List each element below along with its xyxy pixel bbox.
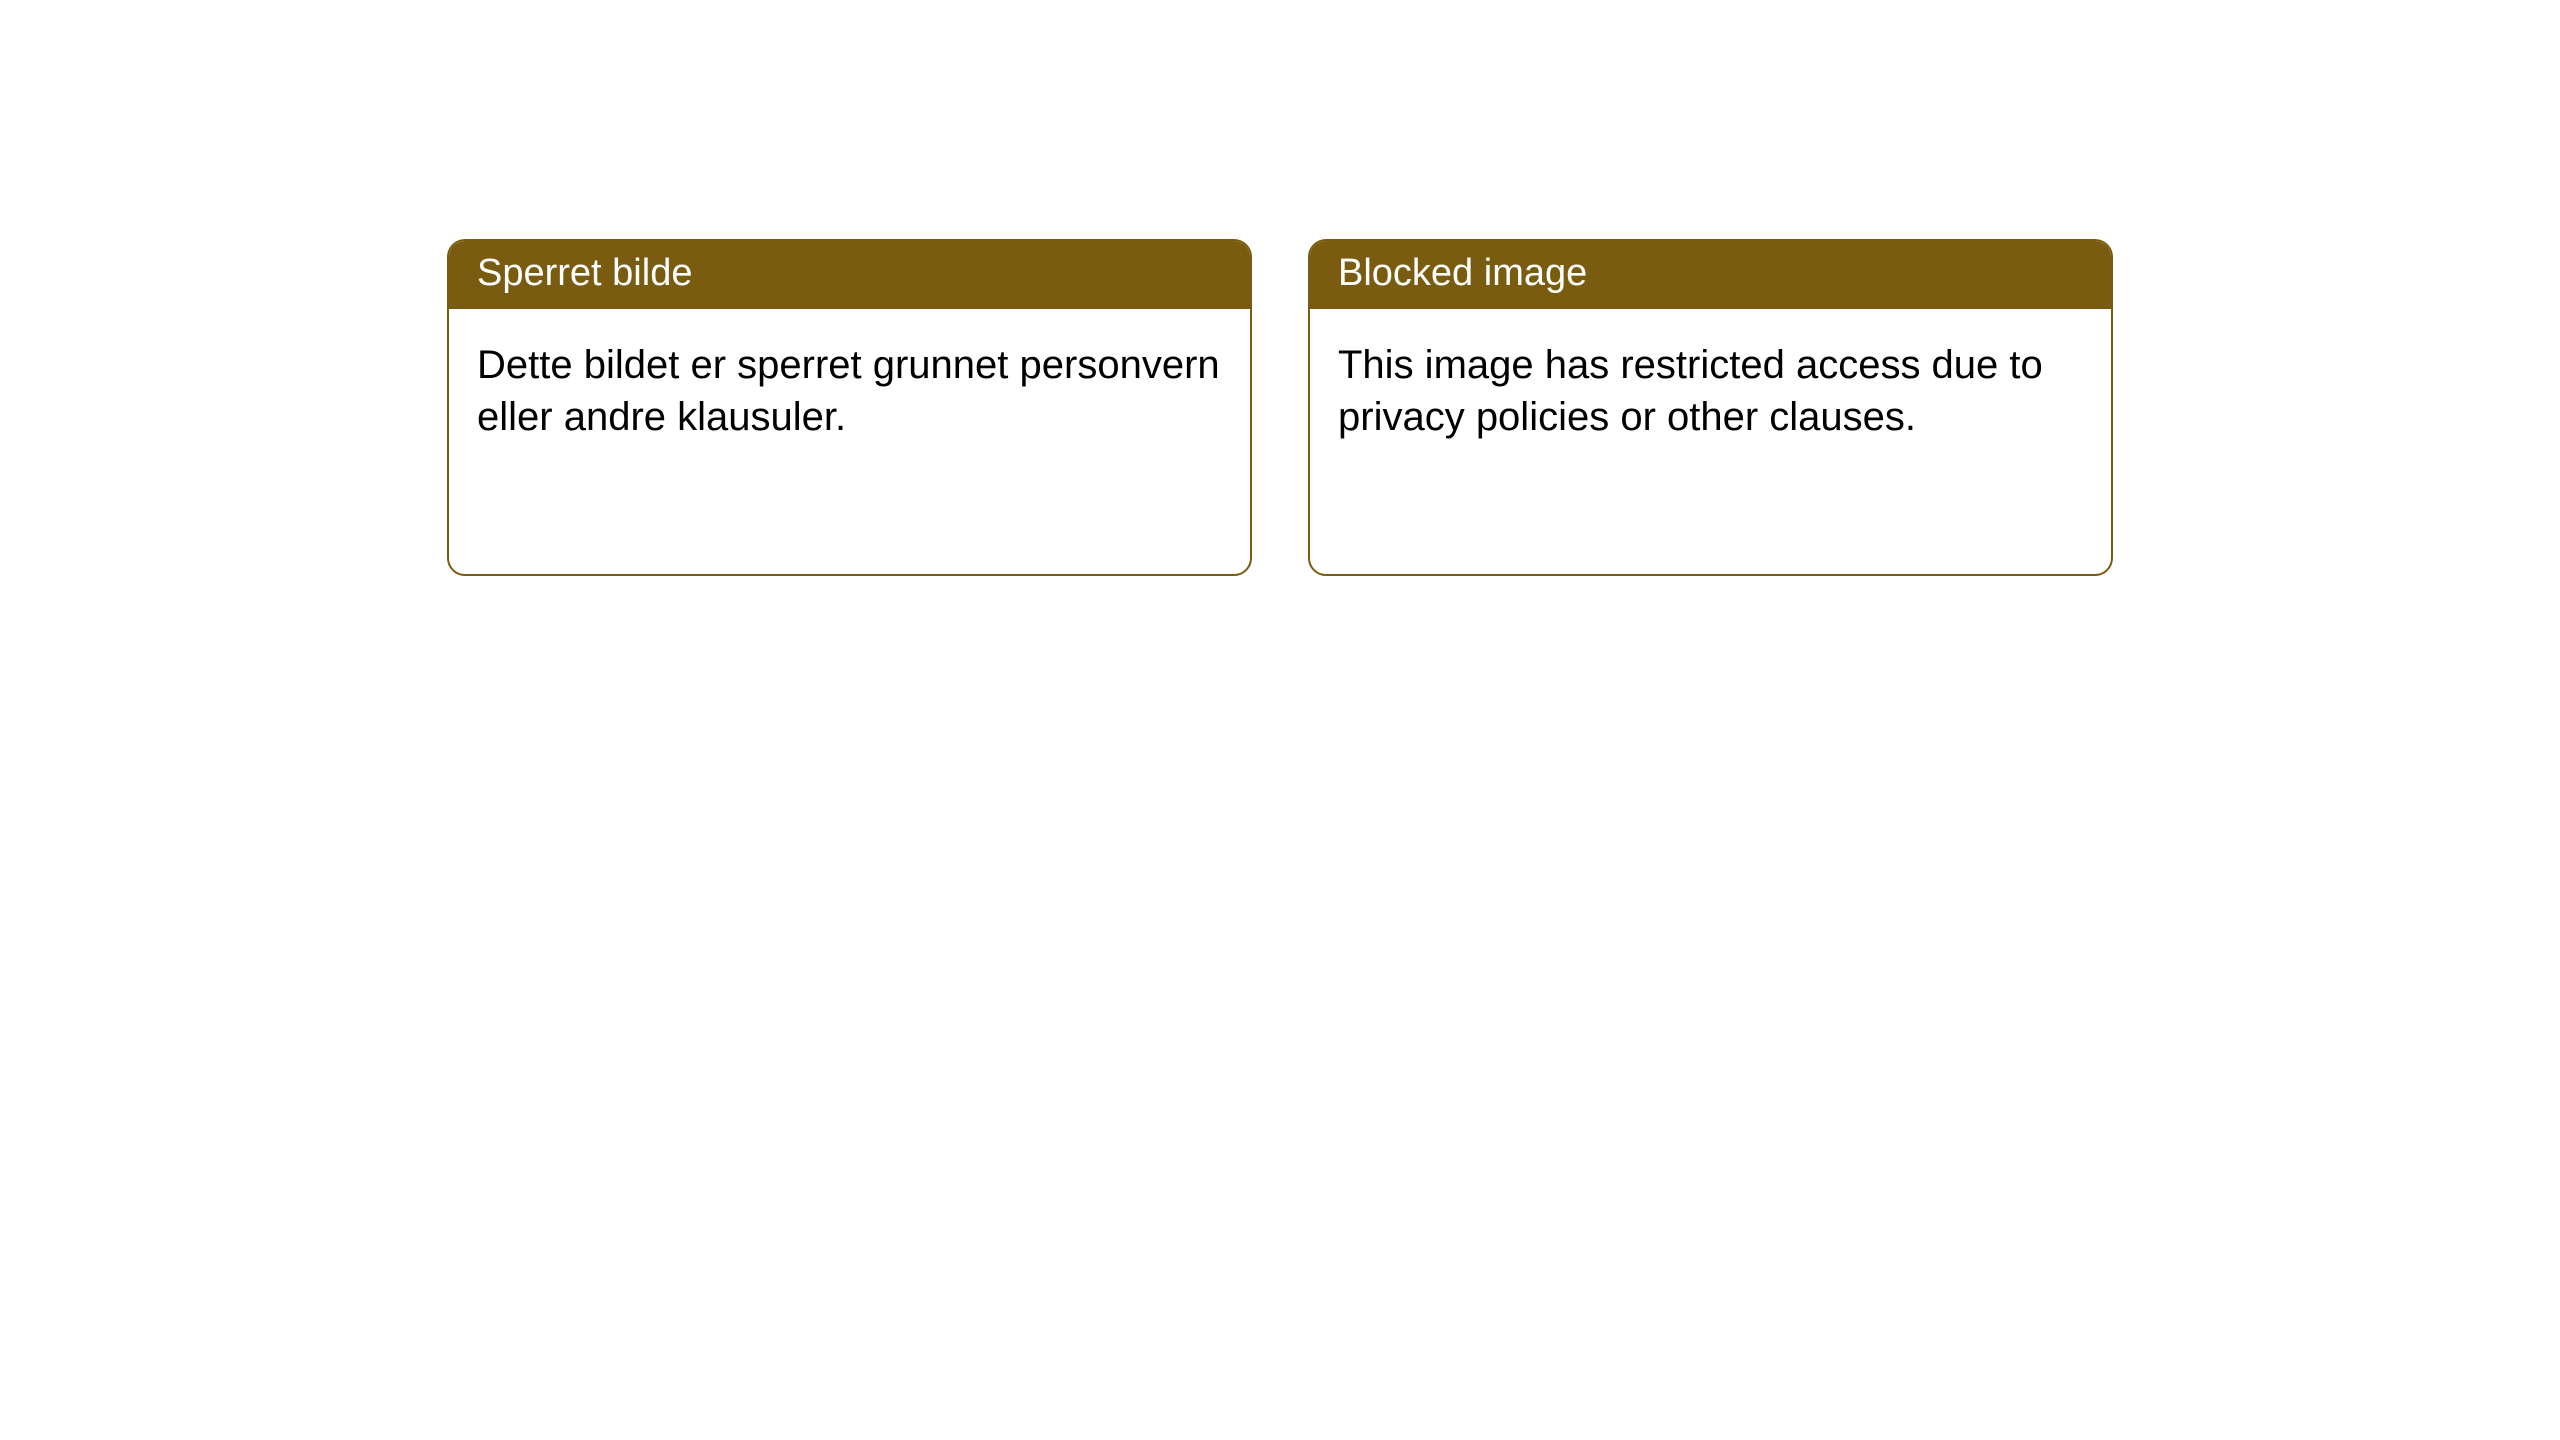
notice-header: Sperret bilde xyxy=(449,241,1250,309)
notice-header: Blocked image xyxy=(1310,241,2111,309)
notice-container: Sperret bilde Dette bildet er sperret gr… xyxy=(447,239,2113,576)
notice-body: This image has restricted access due to … xyxy=(1310,309,2111,473)
notice-box-norwegian: Sperret bilde Dette bildet er sperret gr… xyxy=(447,239,1252,576)
notice-box-english: Blocked image This image has restricted … xyxy=(1308,239,2113,576)
notice-body: Dette bildet er sperret grunnet personve… xyxy=(449,309,1250,473)
